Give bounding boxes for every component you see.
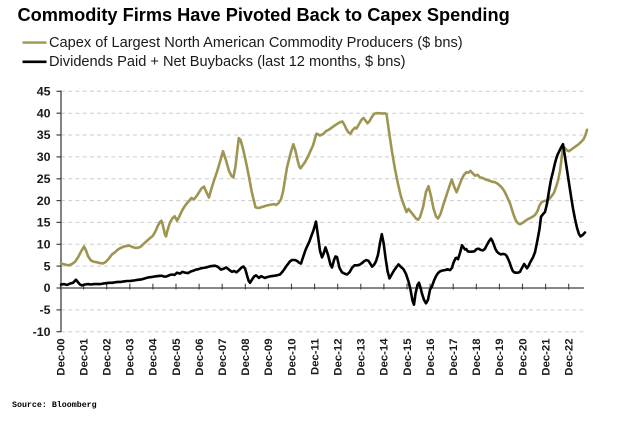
svg-text:45: 45	[37, 85, 51, 99]
svg-text:25: 25	[37, 172, 51, 186]
svg-text:10: 10	[37, 238, 51, 252]
svg-text:Dec-03: Dec-03	[125, 339, 137, 376]
svg-text:Dec-14: Dec-14	[379, 338, 391, 376]
svg-text:Dec-10: Dec-10	[286, 339, 298, 376]
svg-text:Dec-08: Dec-08	[240, 339, 252, 376]
svg-text:Dec-15: Dec-15	[402, 339, 414, 376]
svg-text:Dec-13: Dec-13	[356, 339, 368, 376]
svg-text:40: 40	[37, 106, 51, 120]
svg-text:Dividends Paid + Net Buybacks: Dividends Paid + Net Buybacks (last 12 m…	[49, 54, 406, 70]
svg-text:Dec-05: Dec-05	[171, 339, 183, 376]
svg-text:Dec-11: Dec-11	[309, 339, 321, 375]
svg-text:Dec-20: Dec-20	[517, 339, 529, 376]
svg-text:Source: Bloomberg: Source: Bloomberg	[12, 400, 97, 410]
svg-text:Dec-09: Dec-09	[263, 339, 275, 376]
svg-text:5: 5	[44, 259, 51, 273]
svg-text:35: 35	[37, 128, 51, 142]
svg-text:Dec-01: Dec-01	[78, 339, 90, 376]
svg-text:30: 30	[37, 150, 51, 164]
svg-text:20: 20	[37, 194, 51, 208]
svg-text:Dec-17: Dec-17	[448, 339, 460, 376]
svg-text:Dec-12: Dec-12	[333, 339, 345, 376]
svg-text:Dec-22: Dec-22	[564, 339, 576, 376]
svg-text:-5: -5	[39, 303, 50, 317]
svg-text:-10: -10	[33, 325, 51, 339]
svg-text:15: 15	[37, 216, 51, 230]
svg-text:Dec-16: Dec-16	[425, 339, 437, 376]
svg-text:Dec-21: Dec-21	[540, 339, 552, 376]
svg-text:Capex of Largest North America: Capex of Largest North American Commodit…	[49, 35, 463, 51]
svg-text:0: 0	[44, 281, 51, 295]
svg-text:Dec-19: Dec-19	[494, 339, 506, 376]
svg-text:Dec-02: Dec-02	[102, 339, 114, 376]
svg-text:Dec-07: Dec-07	[217, 339, 229, 376]
svg-text:Dec-00: Dec-00	[55, 339, 67, 376]
svg-text:Commodity Firms Have Pivoted B: Commodity Firms Have Pivoted Back to Cap…	[18, 5, 510, 25]
svg-text:Dec-04: Dec-04	[148, 338, 160, 376]
svg-text:Dec-06: Dec-06	[194, 339, 206, 376]
svg-text:Dec-18: Dec-18	[471, 338, 483, 375]
